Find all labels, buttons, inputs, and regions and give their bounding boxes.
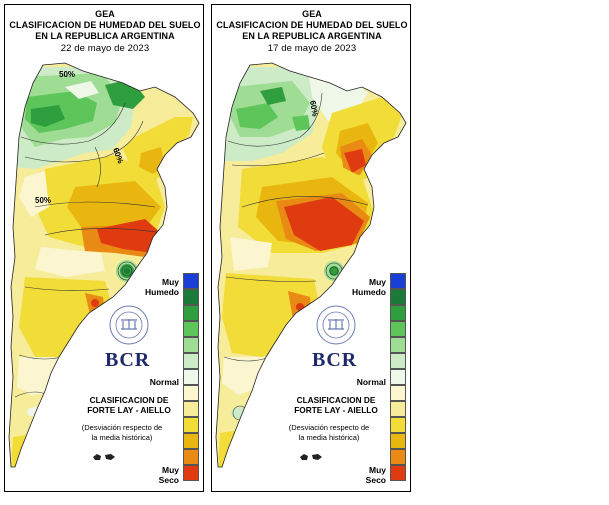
legend-mid-label: Normal [149,377,179,387]
legend-top-label: Muy Humedo [145,277,179,297]
legend-swatch [183,449,199,465]
panel-title: GEA CLASIFICACION DE HUMEDAD DEL SUELO E… [5,9,203,54]
bcr-logo: BCR [105,349,151,371]
color-legend [390,273,408,481]
title-line-1: CLASIFICACION DE HUMEDAD DEL SUELO [216,20,408,30]
title-line-1: CLASIFICACION DE HUMEDAD DEL SUELO [9,20,201,30]
legend-swatch [183,353,199,369]
soil-moisture-map: 50% 60% 50% [8,62,200,468]
malvinas-islands-icon [300,454,322,460]
legend-swatch [183,321,199,337]
title-line-2: EN LA REPUBLICA ARGENTINA [35,31,175,41]
legend-swatch [390,305,406,321]
map-date: 22 de mayo de 2023 [60,43,150,54]
legend-swatch [390,321,406,337]
map-panel-left: GEA CLASIFICACION DE HUMEDAD DEL SUELO E… [4,4,204,492]
legend-swatch [390,401,406,417]
soil-moisture-map: 60% [215,62,407,468]
legend-swatch [183,337,199,353]
legend-swatch [390,353,406,369]
legend-swatch [183,273,199,289]
legend-swatch [183,433,199,449]
bcr-seal-icon [109,305,149,345]
legend-swatch [390,449,406,465]
legend-swatch [183,417,199,433]
bcr-seal-icon [316,305,356,345]
legend-mid-label: Normal [356,377,386,387]
method-description: (Desviación respecto de la media históric… [81,423,163,442]
contour-label: 60% [308,100,320,117]
legend-swatch [390,385,406,401]
legend-swatch [183,289,199,305]
legend-swatch [390,289,406,305]
contour-label: 50% [59,70,75,79]
legend-swatch [390,337,406,353]
legend-swatch [183,305,199,321]
malvinas-islands-icon [93,454,115,460]
legend-swatch [390,465,406,481]
contour-label: 50% [35,196,51,205]
method-description: (Desviación respecto de la media históric… [288,423,370,442]
legend-bottom-label: Muy Seco [158,465,179,485]
color-legend [183,273,201,481]
legend-swatch [390,273,406,289]
org-label: GEA [95,9,115,19]
legend-swatch [390,369,406,385]
map-date: 17 de mayo de 2023 [267,43,357,54]
org-label: GEA [302,9,322,19]
bcr-logo: BCR [312,349,358,371]
map-panel-right: GEA CLASIFICACION DE HUMEDAD DEL SUELO E… [211,4,411,492]
legend-bottom-label: Muy Seco [365,465,386,485]
legend-swatch [390,433,406,449]
legend-top-label: Muy Humedo [352,277,386,297]
method-label: CLASIFICACION DE FORTE LAY - AIELLO [87,395,171,415]
legend-swatch [183,369,199,385]
method-label: CLASIFICACION DE FORTE LAY - AIELLO [294,395,378,415]
title-line-2: EN LA REPUBLICA ARGENTINA [242,31,382,41]
legend-swatch [183,385,199,401]
legend-swatch [390,417,406,433]
legend-swatch [183,401,199,417]
legend-swatch [183,465,199,481]
panel-title: GEA CLASIFICACION DE HUMEDAD DEL SUELO E… [212,9,410,54]
